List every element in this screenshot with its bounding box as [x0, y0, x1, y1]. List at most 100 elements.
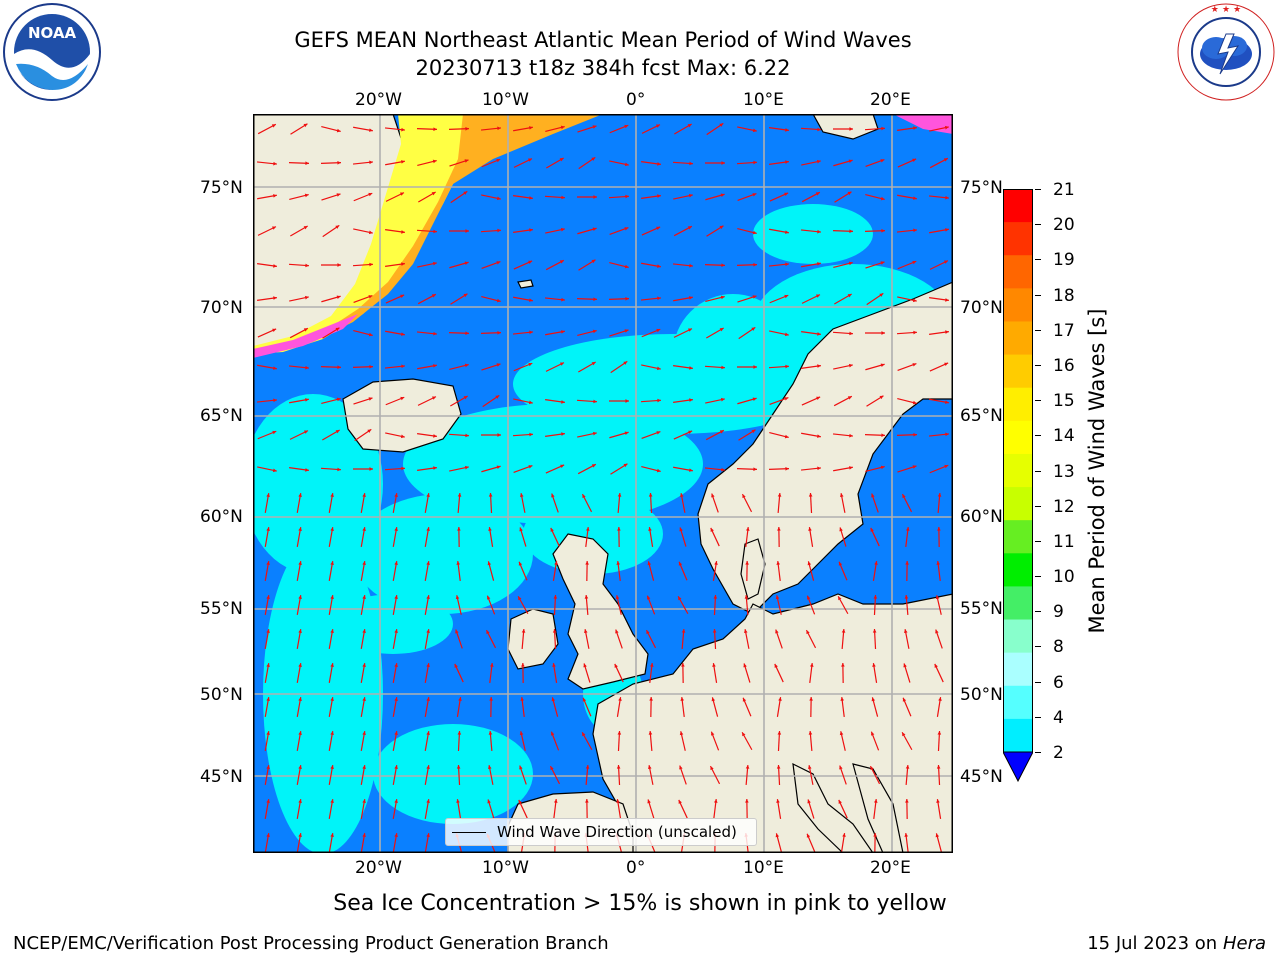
direction-arrow [288, 263, 310, 268]
direction-arrow [641, 262, 661, 268]
colorbar-tick-label: 17 [1053, 320, 1075, 341]
colorbar-tick-mark [1035, 576, 1041, 578]
direction-arrow [834, 191, 852, 203]
direction-arrow [450, 395, 468, 407]
direction-arrow [360, 663, 366, 683]
direction-arrow [296, 799, 302, 819]
colorbar-frame [1003, 189, 1033, 753]
direction-arrow [736, 262, 758, 267]
direction-arrow [360, 833, 366, 853]
direction-arrow [553, 594, 558, 616]
direction-arrow [704, 365, 726, 370]
direction-arrow [744, 594, 749, 616]
direction-arrow [288, 161, 310, 166]
direction-arrow [257, 466, 277, 473]
colorbar-tick-mark [1035, 189, 1041, 190]
direction-arrow [519, 527, 527, 547]
direction-arrow [776, 764, 781, 786]
svg-text:NOAA: NOAA [28, 24, 77, 42]
direction-arrow [678, 799, 688, 819]
direction-arrow [581, 493, 593, 513]
lat-label-left-75n: 75°N [200, 178, 243, 198]
colorbar-tick-label: 8 [1053, 637, 1064, 658]
direction-arrow [488, 730, 493, 752]
direction-arrow [448, 433, 470, 438]
direction-arrow [614, 663, 624, 683]
direction-arrow [353, 228, 373, 235]
direction-arrow [833, 363, 853, 370]
direction-arrow [513, 228, 533, 233]
direction-arrow [937, 492, 942, 514]
direction-arrow [609, 431, 629, 439]
direction-arrow [672, 161, 694, 166]
direction-arrow [416, 331, 438, 336]
direction-arrow [488, 527, 494, 547]
direction-arrow [513, 195, 533, 200]
direction-arrow [801, 294, 821, 304]
direction-arrow [712, 628, 717, 650]
direction-arrow [673, 466, 693, 472]
direction-arrow [485, 629, 497, 649]
direction-arrow [833, 395, 853, 407]
direction-arrow [737, 365, 757, 369]
direction-arrow [929, 297, 949, 302]
direction-arrow [897, 397, 917, 405]
wind-wave-direction-arrows [256, 122, 950, 853]
direction-arrow [552, 628, 557, 650]
direction-arrow [424, 561, 430, 581]
direction-arrow [807, 799, 815, 819]
direction-arrow [904, 833, 909, 853]
direction-arrow [487, 765, 494, 785]
direction-arrow [769, 294, 789, 304]
direction-arrow [392, 833, 398, 853]
direction-arrow [449, 363, 469, 371]
direction-arrow [840, 833, 846, 853]
direction-arrow [320, 160, 342, 165]
direction-arrow [392, 663, 398, 683]
direction-arrow [872, 561, 878, 581]
direction-arrow [328, 527, 334, 547]
direction-arrow [456, 561, 461, 581]
direction-arrow [519, 731, 526, 751]
direction-arrow [545, 330, 565, 336]
direction-arrow [513, 126, 533, 132]
direction-arrow [801, 262, 821, 268]
direction-arrow [705, 161, 725, 165]
direction-arrow [768, 262, 790, 267]
direction-arrow [706, 225, 724, 237]
direction-arrow [264, 765, 270, 785]
direction-arrow [832, 433, 854, 438]
direction-arrow [769, 228, 789, 234]
direction-arrow [645, 629, 657, 649]
direction-arrow [673, 193, 693, 200]
svg-text:★ ★ ★: ★ ★ ★ [1211, 5, 1241, 15]
direction-arrow [738, 429, 756, 441]
lat-label-left-50n: 50°N [200, 685, 243, 705]
direction-arrow [257, 123, 277, 135]
colorbar-band [1003, 222, 1033, 256]
direction-arrow [257, 263, 277, 268]
colorbar-band [1003, 553, 1033, 587]
direction-arrow [264, 697, 270, 717]
direction-arrow [480, 330, 502, 335]
lon-label-top-10e: 10°E [743, 90, 784, 110]
direction-arrow [808, 730, 813, 752]
direction-arrow [385, 229, 405, 234]
direction-arrow [672, 263, 694, 268]
direction-arrow [673, 398, 693, 403]
direction-arrow [712, 561, 718, 581]
direction-arrow [353, 126, 373, 132]
direction-arrow [449, 465, 469, 472]
direction-arrow [609, 399, 629, 403]
lat-label-right-70n: 70°N [960, 298, 1003, 318]
direction-arrow [521, 628, 526, 650]
footer-organization: NCEP/EMC/Verification Post Processing Pr… [13, 933, 609, 954]
direction-arrow [322, 327, 340, 339]
direction-arrow [609, 261, 629, 269]
direction-arrow [769, 192, 789, 202]
direction-arrow [264, 629, 270, 649]
direction-arrow [328, 799, 334, 819]
direction-arrow [384, 466, 406, 471]
direction-arrow [385, 262, 405, 267]
direction-arrow [385, 396, 405, 406]
